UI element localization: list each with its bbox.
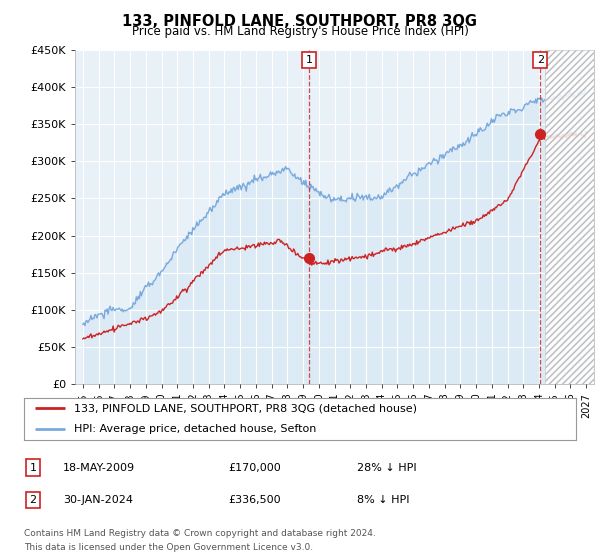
Text: 2: 2 xyxy=(29,495,37,505)
Text: 8% ↓ HPI: 8% ↓ HPI xyxy=(357,495,409,505)
Text: £336,500: £336,500 xyxy=(228,495,281,505)
Text: This data is licensed under the Open Government Licence v3.0.: This data is licensed under the Open Gov… xyxy=(24,543,313,552)
Text: Contains HM Land Registry data © Crown copyright and database right 2024.: Contains HM Land Registry data © Crown c… xyxy=(24,529,376,538)
Text: 28% ↓ HPI: 28% ↓ HPI xyxy=(357,463,416,473)
Text: 2: 2 xyxy=(536,55,544,65)
Text: 18-MAY-2009: 18-MAY-2009 xyxy=(63,463,135,473)
Text: 30-JAN-2024: 30-JAN-2024 xyxy=(63,495,133,505)
Text: Price paid vs. HM Land Registry's House Price Index (HPI): Price paid vs. HM Land Registry's House … xyxy=(131,25,469,38)
Text: 1: 1 xyxy=(29,463,37,473)
Text: 133, PINFOLD LANE, SOUTHPORT, PR8 3QG (detached house): 133, PINFOLD LANE, SOUTHPORT, PR8 3QG (d… xyxy=(74,403,416,413)
Text: £170,000: £170,000 xyxy=(228,463,281,473)
Text: 1: 1 xyxy=(305,55,313,65)
Text: HPI: Average price, detached house, Sefton: HPI: Average price, detached house, Seft… xyxy=(74,424,316,434)
Text: 133, PINFOLD LANE, SOUTHPORT, PR8 3QG: 133, PINFOLD LANE, SOUTHPORT, PR8 3QG xyxy=(122,14,478,29)
